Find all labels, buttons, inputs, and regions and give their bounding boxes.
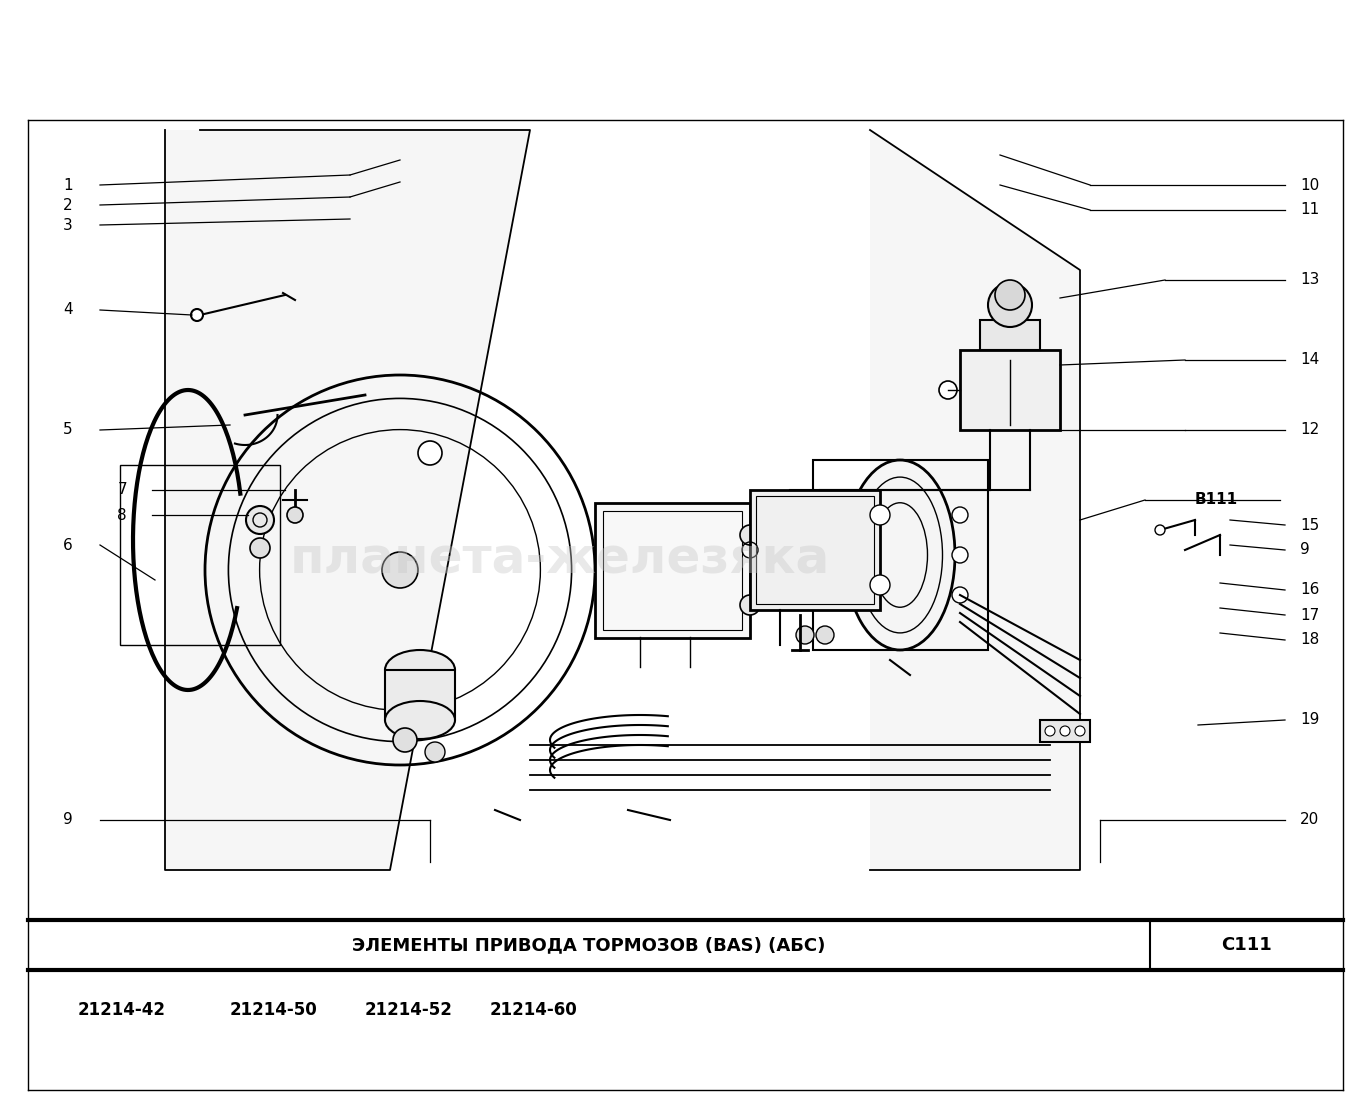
Bar (603, 512, 742, 631)
Text: C111: C111 (1222, 936, 1272, 954)
Circle shape (816, 626, 834, 644)
Bar (750, 490, 880, 610)
Text: 21214-60: 21214-60 (489, 1001, 577, 1019)
Circle shape (1154, 525, 1165, 535)
Text: 18: 18 (1300, 633, 1319, 647)
Circle shape (245, 506, 274, 534)
Text: 9: 9 (1300, 543, 1309, 557)
Circle shape (1060, 726, 1069, 736)
Text: 11: 11 (1300, 202, 1319, 218)
Text: 4: 4 (63, 302, 73, 318)
Ellipse shape (845, 460, 956, 651)
Text: 21214-52: 21214-52 (365, 1001, 452, 1019)
Text: 2: 2 (63, 198, 73, 212)
Text: 9: 9 (63, 813, 73, 827)
Circle shape (951, 507, 968, 523)
Circle shape (988, 282, 1032, 327)
Text: 21214-42: 21214-42 (78, 1001, 166, 1019)
Circle shape (939, 381, 957, 399)
Text: 15: 15 (1300, 517, 1319, 533)
Text: 3: 3 (63, 218, 73, 232)
Circle shape (797, 626, 814, 644)
Bar (813, 460, 988, 651)
Circle shape (740, 595, 760, 615)
Text: 5: 5 (63, 423, 73, 437)
Circle shape (951, 547, 968, 563)
Circle shape (383, 552, 418, 588)
Text: 12: 12 (1300, 423, 1319, 437)
Circle shape (1075, 726, 1084, 736)
Circle shape (418, 441, 441, 465)
Circle shape (425, 742, 446, 762)
Ellipse shape (385, 651, 455, 691)
Bar (121, 465, 280, 645)
Circle shape (287, 507, 303, 523)
Text: 7: 7 (118, 483, 128, 497)
Text: 17: 17 (1300, 607, 1319, 623)
Ellipse shape (385, 701, 455, 739)
Circle shape (393, 728, 417, 752)
Polygon shape (871, 130, 1080, 870)
Text: ЭЛЕМЕНТЫ ПРИВОДА ТОРМОЗОВ (BAS) (АБС): ЭЛЕМЕНТЫ ПРИВОДА ТОРМОЗОВ (BAS) (АБС) (352, 936, 825, 954)
Circle shape (250, 538, 270, 558)
Polygon shape (165, 130, 531, 870)
Bar (595, 503, 750, 638)
Circle shape (740, 525, 760, 545)
Circle shape (995, 280, 1026, 310)
Bar (1041, 719, 1090, 742)
Circle shape (871, 505, 890, 525)
Text: 10: 10 (1300, 178, 1319, 192)
Circle shape (951, 587, 968, 603)
Text: планета-железяка: планета-железяка (289, 536, 829, 584)
Bar (385, 671, 455, 719)
Text: B111: B111 (1196, 493, 1238, 507)
Bar (960, 350, 1060, 430)
Text: 1: 1 (63, 178, 73, 192)
Text: 14: 14 (1300, 353, 1319, 367)
Text: 6: 6 (63, 537, 73, 553)
Text: 13: 13 (1300, 272, 1319, 288)
Circle shape (191, 309, 203, 321)
Bar (755, 496, 873, 604)
Text: 8: 8 (118, 507, 128, 523)
Text: 16: 16 (1300, 583, 1319, 597)
Text: 19: 19 (1300, 713, 1319, 727)
Text: 20: 20 (1300, 813, 1319, 827)
Circle shape (1045, 726, 1056, 736)
Circle shape (871, 575, 890, 595)
Text: 21214-50: 21214-50 (230, 1001, 318, 1019)
Bar (980, 320, 1041, 350)
